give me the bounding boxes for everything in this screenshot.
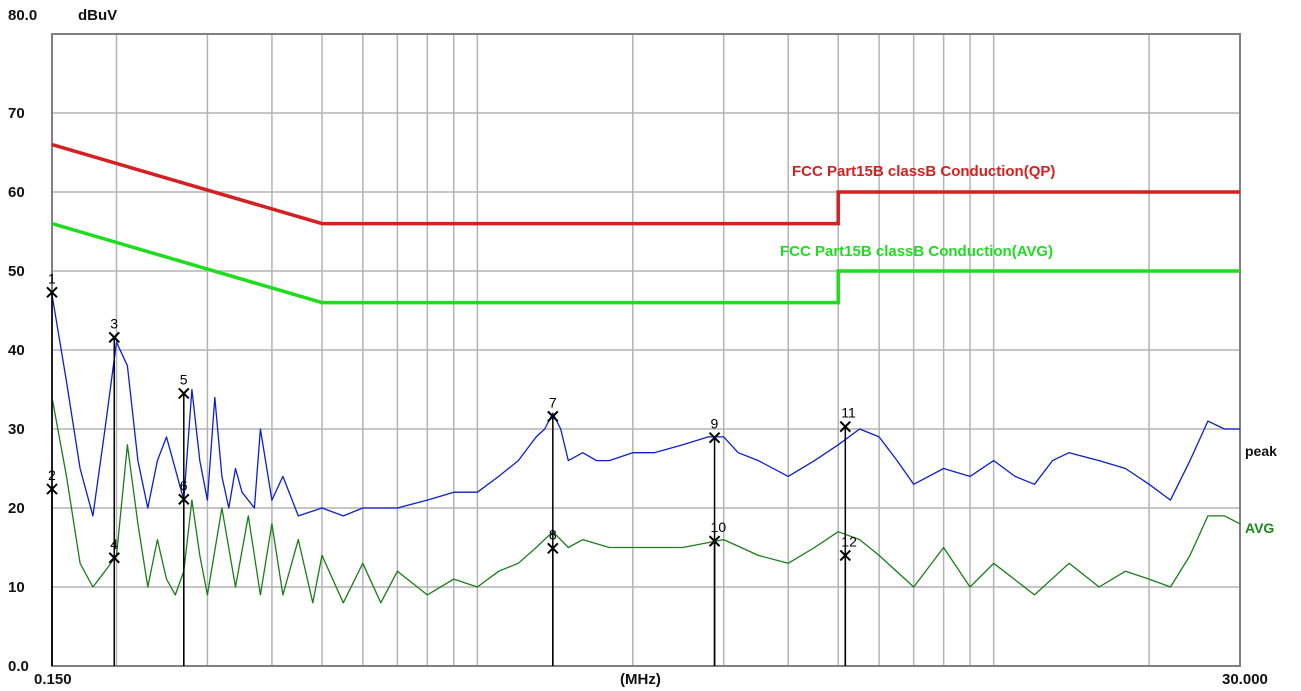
marker-x [46, 483, 58, 495]
avg-series-line [51, 397, 1241, 604]
avg-limit-line [51, 221, 1240, 305]
marker-label: 12 [841, 533, 857, 549]
y-tick-label: 0.0 [8, 658, 29, 675]
marker-x [708, 431, 721, 444]
qp-limit-label: FCC Part15B classB Conduction(QP) [792, 163, 1055, 180]
marker-x [547, 410, 559, 423]
x-tick-right: 30.000 [1222, 671, 1268, 688]
marker-x [178, 493, 190, 506]
marker-label: 5 [180, 371, 188, 387]
marker-x [178, 387, 190, 400]
limit-lines [51, 142, 1240, 305]
x-axis-unit: (MHz) [620, 671, 661, 688]
avg-limit-label: FCC Part15B classB Conduction(AVG) [780, 243, 1053, 260]
peak-series-label: peak [1245, 443, 1277, 459]
marker-x [46, 286, 58, 299]
y-tick-label: 10 [8, 579, 25, 596]
marker-x [839, 420, 852, 433]
y-tick-label: 40 [8, 342, 25, 359]
marker-x [108, 552, 120, 564]
marker-label: 8 [549, 526, 557, 542]
marker-label: 7 [549, 394, 557, 410]
marker-label: 10 [711, 519, 727, 535]
marker-x [547, 542, 559, 554]
y-tick-label: 80.0 [8, 7, 37, 24]
data-series [51, 294, 1241, 604]
plot-grid [52, 34, 1240, 666]
marker-label: 6 [180, 477, 188, 493]
y-tick-label: 60 [8, 184, 25, 201]
qp-limit-line [51, 142, 1240, 226]
marker-x [839, 549, 852, 562]
marker-x [108, 331, 120, 344]
marker-label: 3 [110, 315, 118, 331]
y-tick-label: 50 [8, 263, 25, 280]
avg-series-label: AVG [1245, 520, 1274, 536]
x-tick-left: 0.150 [34, 671, 72, 688]
y-tick-label: 20 [8, 500, 25, 517]
marker-x [708, 535, 721, 547]
marker-label: 9 [711, 416, 719, 432]
peak-series-line [51, 294, 1240, 517]
marker-label: 11 [841, 405, 856, 421]
y-axis-unit: dBuV [78, 7, 117, 24]
y-tick-label: 30 [8, 421, 25, 438]
marker-label: 4 [110, 536, 118, 552]
y-axis-ticks: 0.0 10 20 30 40 50 60 70 80.0 [8, 7, 37, 675]
marker-label: 1 [48, 270, 56, 286]
marker-label: 2 [48, 467, 56, 483]
y-tick-label: 70 [8, 105, 25, 122]
